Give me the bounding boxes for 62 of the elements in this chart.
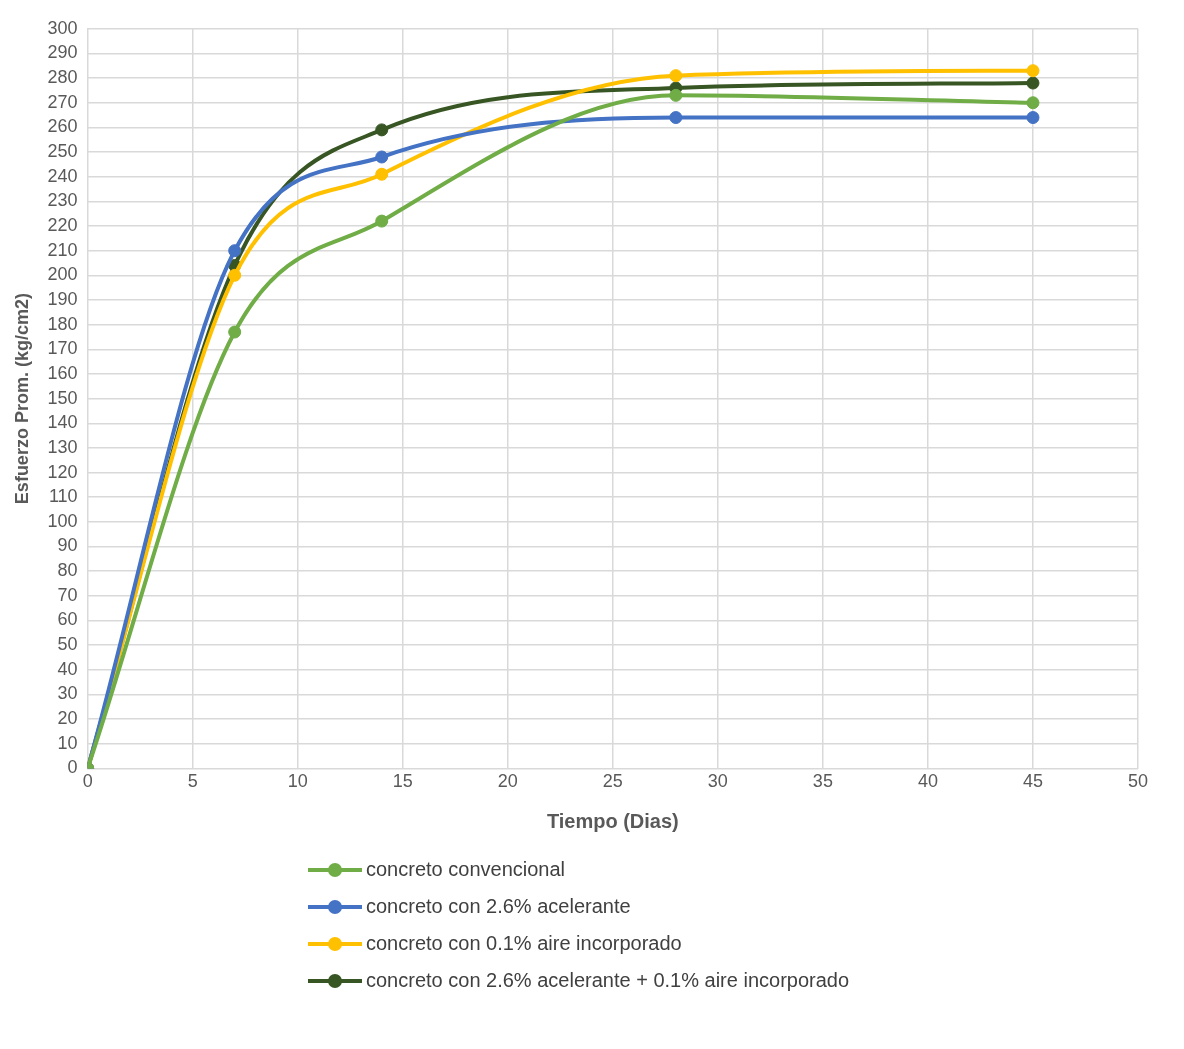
point <box>228 268 242 282</box>
x-tick-label: 20 <box>497 771 518 792</box>
y-tick-label: 210 <box>47 239 78 260</box>
y-tick-label: 30 <box>57 683 78 704</box>
y-tick-label: 200 <box>47 264 78 285</box>
x-tick-label: 45 <box>1022 771 1043 792</box>
y-tick-label: 40 <box>57 658 78 679</box>
point <box>1026 96 1040 110</box>
y-tick-label: 190 <box>47 288 78 309</box>
y-tick-label: 60 <box>57 609 78 630</box>
y-tick-label: 80 <box>57 560 78 581</box>
legend-label: concreto con 2.6% acelerante + 0.1% aire incorporado <box>366 969 850 992</box>
y-tick-label: 300 <box>47 17 78 38</box>
point <box>1026 111 1040 125</box>
x-tick-label: 5 <box>187 771 198 792</box>
y-tick-label: 290 <box>47 42 78 63</box>
x-tick-label: 0 <box>82 771 93 792</box>
y-tick-label: 250 <box>47 141 78 162</box>
y-tick-label: 280 <box>47 67 78 88</box>
point <box>669 111 683 125</box>
legend-label: concreto convencional <box>366 858 566 881</box>
y-tick-label: 160 <box>47 362 78 383</box>
point <box>228 244 242 258</box>
y-tick-label: 120 <box>47 461 78 482</box>
x-tick-label: 30 <box>707 771 728 792</box>
point <box>375 150 389 164</box>
x-tick-label: 50 <box>1127 771 1149 792</box>
x-tick-label: 40 <box>917 771 938 792</box>
y-tick-label: 270 <box>47 91 78 112</box>
legend-label: concreto con 2.6% acelerante <box>366 895 631 918</box>
x-tick-label: 35 <box>812 771 833 792</box>
point <box>669 88 683 102</box>
y-tick-label: 70 <box>57 584 78 605</box>
y-tick-label: 10 <box>57 732 78 753</box>
y-tick-label: 20 <box>57 708 78 729</box>
y-tick-label: 100 <box>47 510 78 531</box>
point <box>375 123 389 137</box>
y-tick-label: 260 <box>47 116 78 137</box>
point <box>1026 76 1040 90</box>
legend-label: concreto con 0.1% aire incorporado <box>366 932 682 955</box>
y-tick-label: 150 <box>47 387 78 408</box>
x-tick-label: 25 <box>602 771 623 792</box>
y-tick-label: 0 <box>67 757 78 778</box>
y-axis-title: Esfuerzo Prom. (kg/cm2) <box>11 293 32 505</box>
y-tick-label: 220 <box>47 215 78 235</box>
y-tick-label: 140 <box>47 412 78 433</box>
y-tick-label: 240 <box>47 165 78 186</box>
point <box>375 214 389 228</box>
x-tick-label: 10 <box>287 771 308 792</box>
x-axis-title: Tiempo (Dias) <box>546 809 679 832</box>
y-tick-label: 180 <box>47 313 78 334</box>
point <box>375 167 389 181</box>
point <box>228 325 242 339</box>
point <box>1026 64 1040 78</box>
y-tick-label: 230 <box>47 190 78 211</box>
y-tick-label: 50 <box>57 634 78 655</box>
point <box>669 69 683 83</box>
y-tick-label: 130 <box>47 436 78 457</box>
y-tick-label: 110 <box>48 486 78 507</box>
y-tick-label: 170 <box>47 338 78 359</box>
y-tick-label: 90 <box>57 535 78 556</box>
x-tick-label: 15 <box>392 771 413 792</box>
